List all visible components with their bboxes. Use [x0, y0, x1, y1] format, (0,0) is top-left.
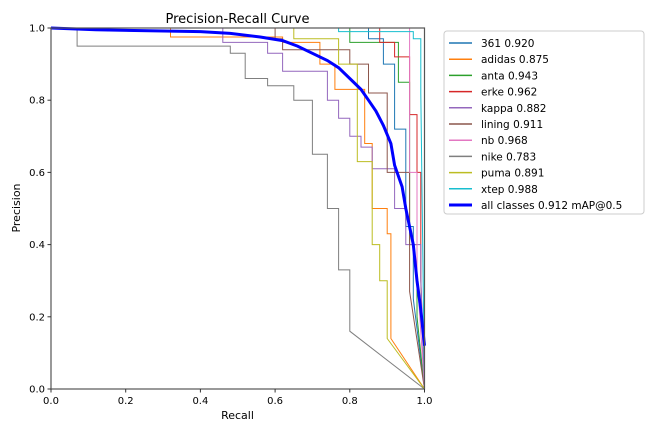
y-tick-label: 0.6 — [29, 168, 45, 179]
legend-label: lining 0.911 — [481, 119, 543, 131]
legend-label: puma 0.891 — [481, 168, 544, 180]
plot-lines — [50, 26, 426, 390]
legend-label: adidas 0.875 — [481, 54, 549, 66]
legend-label: nb 0.968 — [481, 135, 528, 147]
legend-label: kappa 0.882 — [481, 103, 547, 115]
y-tick-label: 0.8 — [29, 96, 45, 107]
series-line-10 — [50, 26, 426, 346]
series-line-5 — [51, 27, 425, 390]
legend-label: xtep 0.988 — [481, 184, 538, 196]
x-tick-label: 0.6 — [267, 396, 283, 407]
x-tick-label: 0.4 — [192, 396, 208, 407]
y-tick-label: 0.0 — [29, 385, 45, 396]
legend-label: nike 0.783 — [481, 151, 536, 163]
y-tick-label: 0.4 — [29, 240, 45, 251]
y-axis: 0.0 0.2 0.4 0.6 0.8 1.0 — [29, 24, 51, 396]
y-tick-label: 0.2 — [29, 312, 45, 323]
series-line-8 — [51, 27, 425, 390]
legend-frame — [443, 30, 645, 215]
legend-label: 361 0.920 — [481, 38, 534, 50]
x-tick-label: 0.2 — [118, 396, 134, 407]
x-axis-label: Recall — [221, 409, 254, 422]
x-tick-label: 0.8 — [342, 396, 358, 407]
x-tick-label: 0.0 — [43, 396, 59, 407]
legend-label: erke 0.962 — [481, 87, 537, 99]
y-tick-label: 1.0 — [29, 24, 45, 35]
plot-frame — [50, 27, 426, 390]
chart-title: Precision-Recall Curve — [166, 12, 310, 27]
legend: 361 0.920 adidas 0.875 anta 0.943 erke 0.96… — [443, 30, 645, 215]
x-axis: 0.0 0.2 0.4 0.6 0.8 1.0 — [43, 389, 432, 407]
legend-label: anta 0.943 — [481, 70, 538, 82]
x-tick-label: 1.0 — [417, 396, 433, 407]
series-line-7 — [51, 27, 425, 390]
y-axis-label: Precision — [10, 183, 23, 232]
legend-label: all classes 0.912 mAP@0.5 — [481, 200, 622, 212]
